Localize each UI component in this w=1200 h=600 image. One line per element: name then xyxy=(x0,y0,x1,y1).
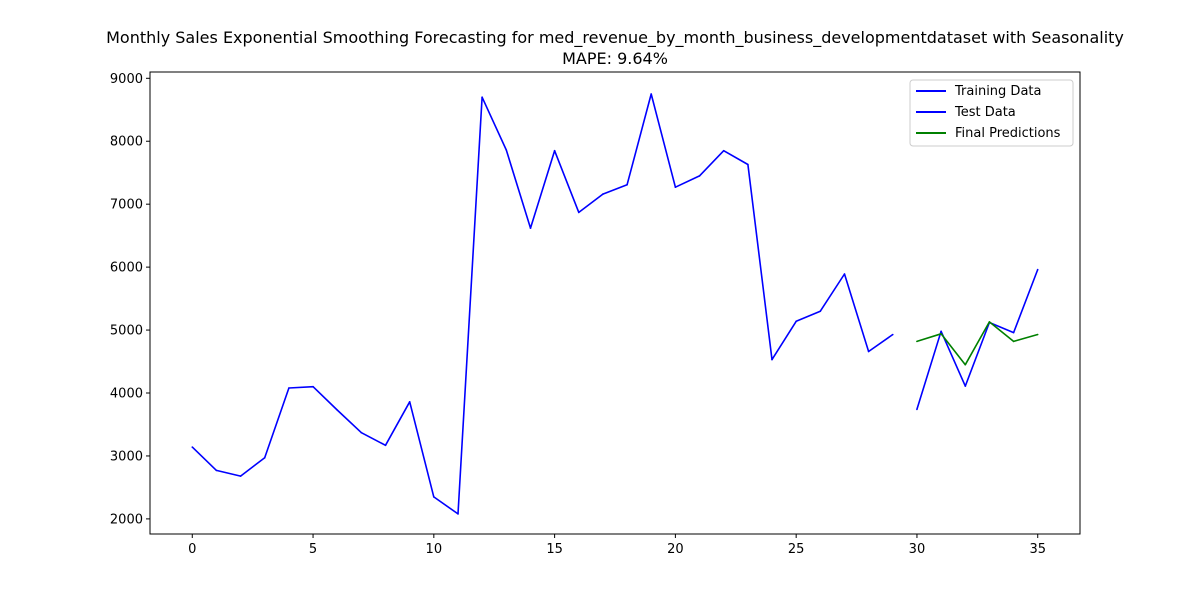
data-point-test-data xyxy=(1012,331,1015,334)
y-tick-label: 9000 xyxy=(110,72,143,87)
series-layer xyxy=(191,93,1039,515)
y-tick-label: 3000 xyxy=(110,449,143,464)
data-point-final-predictions xyxy=(988,321,991,323)
y-tick-label: 7000 xyxy=(110,198,143,213)
data-point-training-data xyxy=(795,320,797,323)
series-line-training-data xyxy=(191,93,894,515)
data-point-training-data xyxy=(263,457,266,459)
y-tick-label: 2000 xyxy=(110,512,143,527)
chart-subtitle: MAPE: 9.64% xyxy=(562,49,668,68)
x-tick-label: 15 xyxy=(546,542,563,557)
data-point-training-data xyxy=(481,96,483,98)
data-point-training-data xyxy=(819,310,822,313)
data-point-training-data xyxy=(529,227,532,229)
series-line-test-data xyxy=(916,269,1039,410)
data-point-training-data xyxy=(747,163,749,166)
legend-box xyxy=(909,79,1074,147)
data-point-final-predictions xyxy=(1012,340,1015,343)
y-tick-label: 5000 xyxy=(110,324,143,339)
data-point-final-predictions xyxy=(940,333,942,335)
y-axis: 2000 3000 4000 5000 6000 7000 8000 9000 xyxy=(110,72,150,527)
data-point-training-data xyxy=(698,175,701,177)
data-point-final-predictions xyxy=(916,340,918,343)
legend: Training Data Test Data Final Prediction… xyxy=(909,79,1074,147)
x-tick-label: 35 xyxy=(1029,542,1046,557)
data-point-training-data xyxy=(384,444,387,447)
data-point-training-data xyxy=(191,446,194,448)
legend-label-training-data: Training Data xyxy=(954,84,1041,99)
x-tick-label: 10 xyxy=(426,542,443,557)
data-point-training-data xyxy=(239,475,242,477)
data-point-training-data xyxy=(892,333,894,336)
data-point-test-data xyxy=(916,408,918,411)
x-tick-label: 20 xyxy=(667,542,684,557)
y-tick-label: 4000 xyxy=(110,387,143,402)
x-tick-label: 5 xyxy=(309,542,317,557)
legend-label-test-data: Test Data xyxy=(954,105,1016,120)
x-tick-label: 0 xyxy=(188,542,196,557)
x-tick-label: 30 xyxy=(909,542,926,557)
data-point-training-data xyxy=(578,211,580,214)
data-point-training-data xyxy=(336,409,339,411)
data-point-training-data xyxy=(215,469,218,472)
chart-title: Monthly Sales Exponential Smoothing Fore… xyxy=(106,28,1124,48)
y-tick-label: 8000 xyxy=(110,135,143,150)
legend-label-final-predictions: Final Predictions xyxy=(955,126,1061,141)
data-point-training-data xyxy=(408,401,411,403)
data-point-final-predictions xyxy=(1036,333,1039,336)
data-point-training-data xyxy=(433,496,435,498)
plot-area-frame xyxy=(149,71,1081,535)
x-tick-label: 25 xyxy=(788,542,805,557)
data-point-training-data xyxy=(771,358,773,361)
data-point-final-predictions xyxy=(964,363,967,366)
data-point-training-data xyxy=(312,385,314,388)
series-line-final-predictions xyxy=(916,321,1038,366)
data-point-training-data xyxy=(360,431,363,434)
data-point-training-data xyxy=(457,513,459,515)
data-point-training-data xyxy=(626,183,628,186)
data-point-test-data xyxy=(1036,268,1039,271)
data-point-training-data xyxy=(650,93,652,95)
data-point-training-data xyxy=(553,149,556,152)
y-tick-label: 6000 xyxy=(110,261,143,276)
data-point-training-data xyxy=(674,186,677,188)
data-point-training-data xyxy=(288,387,290,389)
data-point-test-data xyxy=(940,330,942,333)
data-point-training-data xyxy=(867,350,870,353)
data-point-training-data xyxy=(602,193,604,195)
data-point-training-data xyxy=(722,149,725,152)
data-point-training-data xyxy=(843,273,846,275)
data-point-test-data xyxy=(964,385,967,387)
x-axis: 0 5 10 15 20 25 30 35 xyxy=(188,534,1046,557)
data-point-training-data xyxy=(505,149,508,151)
